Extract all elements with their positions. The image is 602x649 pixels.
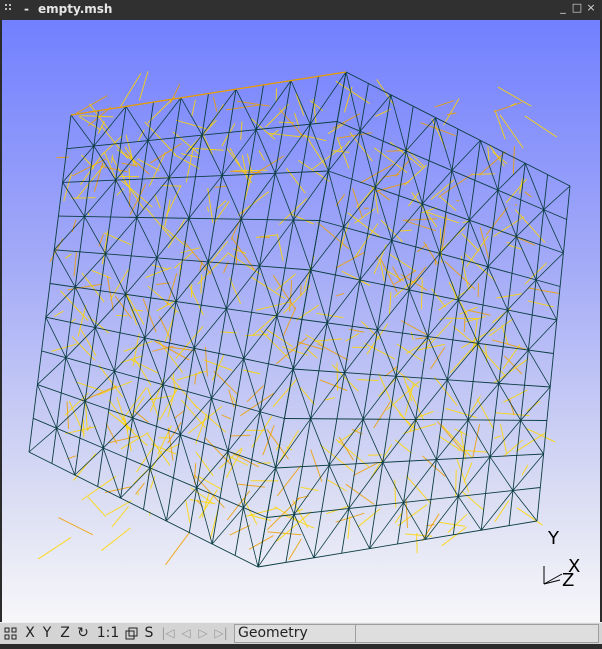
maximize-button[interactable]: □ [571,1,583,14]
status-bar: X Y Z ↻ 1:1 S |◁ ◁ ▷ ▷| Geometry [0,622,602,644]
window-title: empty.msh [38,2,113,16]
axes-indicator: Y X Z [532,528,592,598]
close-button[interactable]: × [586,1,596,14]
title-dash: - [24,2,29,16]
bottom-border [0,644,602,649]
play-icon[interactable]: ▷ [198,626,208,640]
minimize-button[interactable]: _ [560,1,566,14]
window-menu-grip-icon[interactable] [5,4,13,16]
view-y-button[interactable]: Y [42,625,52,641]
axis-label-x: X [568,556,581,577]
module-selector[interactable]: Geometry [234,624,357,643]
prev-step-icon[interactable]: ◁ [181,626,191,640]
projection-cube-icon[interactable] [124,624,140,643]
view-z-button[interactable]: Z [60,625,70,641]
mesh-surface-edges [28,71,571,568]
graphics-viewport[interactable]: Y X Z [2,20,600,622]
mesh-inner-edges [37,71,560,566]
axis-label-y: Y [548,528,559,549]
axis-label-z: Z [562,570,575,591]
title-bar[interactable]: - empty.msh _ □ × [0,0,602,20]
view-x-button[interactable]: X [25,625,35,641]
last-step-icon[interactable]: ▷| [214,626,228,640]
status-message [355,624,599,643]
mesh-wireframe [28,71,571,568]
rotate-icon[interactable]: ↻ [77,625,89,641]
s-button[interactable]: S [144,625,154,641]
layout-grid-icon[interactable] [3,624,19,643]
scale-1-1-button[interactable]: 1:1 [96,625,120,641]
first-step-icon[interactable]: |◁ [161,626,175,640]
